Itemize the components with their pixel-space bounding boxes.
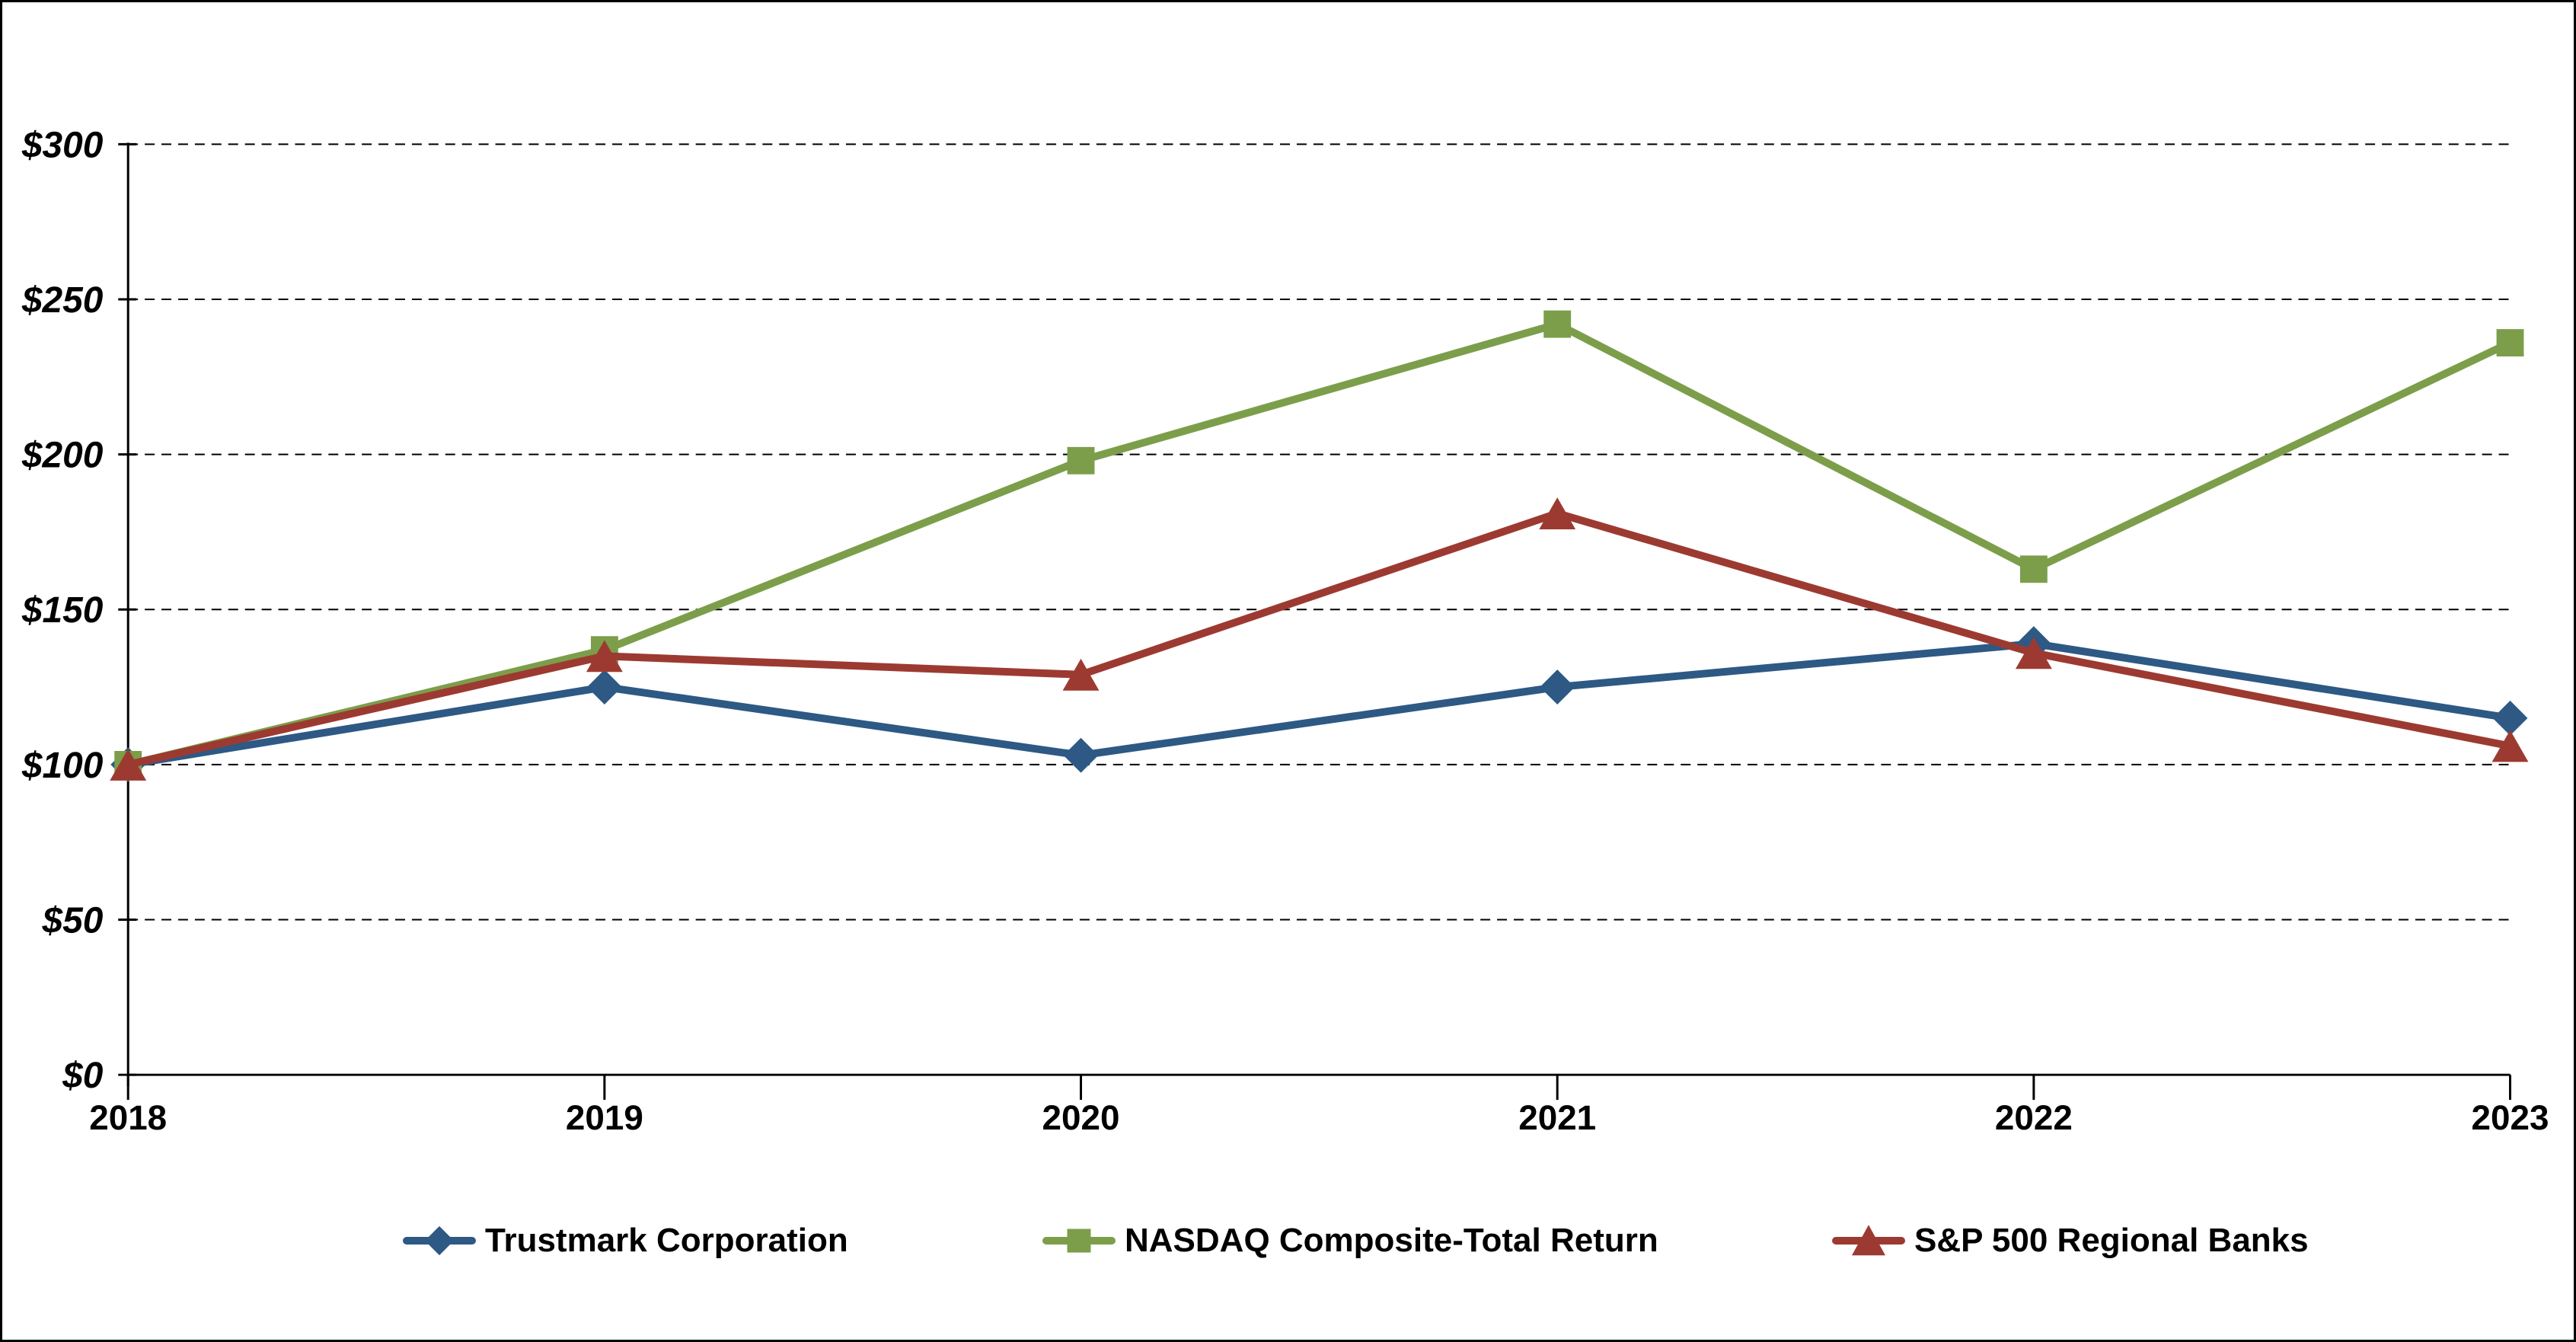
triangle-series-marker-icon — [1832, 1215, 1905, 1267]
x-tick-label: 2021 — [1518, 1098, 1596, 1137]
legend-label: NASDAQ Composite-Total Return — [1125, 1222, 1658, 1259]
y-tick-label: $0 — [62, 1056, 104, 1096]
y-tick-label: $50 — [42, 900, 104, 941]
triangle-data-marker — [1062, 658, 1100, 691]
series-line-diamond — [127, 640, 2511, 768]
x-tick-label: 2019 — [566, 1098, 643, 1137]
legend-label: Trustmark Corporation — [485, 1222, 848, 1259]
square-data-marker — [1067, 446, 1095, 474]
triangle-data-marker — [1539, 497, 1576, 529]
diamond-data-marker — [2492, 700, 2528, 736]
x-tick-label: 2018 — [89, 1098, 167, 1137]
y-tick-label: $100 — [21, 746, 104, 786]
diamond-data-marker — [1540, 669, 1575, 705]
square-series-marker-icon — [1042, 1215, 1116, 1267]
x-tick-label: 2020 — [1042, 1098, 1120, 1137]
series-line-triangle — [127, 509, 2511, 768]
legend-item-nasdaq: NASDAQ Composite-Total Return — [1042, 1215, 1658, 1267]
legend-label: S&P 500 Regional Banks — [1914, 1222, 2309, 1259]
square-data-marker — [1543, 310, 1572, 338]
series-line-square — [127, 320, 2512, 768]
triangle-data-marker — [110, 748, 147, 781]
y-tick-label: $150 — [21, 590, 104, 631]
square-data-marker — [2496, 329, 2524, 356]
square-data-marker — [2019, 555, 2048, 583]
triangle-data-marker — [2491, 730, 2529, 762]
y-tick-label: $200 — [21, 436, 104, 476]
triangle-data-marker — [586, 640, 623, 673]
diamond-data-marker — [1063, 737, 1099, 773]
triangle-data-marker — [2015, 637, 2052, 669]
legend-item-sp500-regional-banks: S&P 500 Regional Banks — [1832, 1215, 2309, 1267]
x-tick-label: 2023 — [2472, 1098, 2549, 1137]
legend-item-trustmark: Trustmark Corporation — [403, 1215, 848, 1267]
x-tick-label: 2022 — [1995, 1098, 2073, 1137]
diamond-data-marker — [586, 669, 622, 705]
y-tick-label: $300 — [21, 125, 104, 165]
y-tick-label: $250 — [21, 280, 104, 321]
diamond-series-marker-icon — [403, 1215, 476, 1267]
